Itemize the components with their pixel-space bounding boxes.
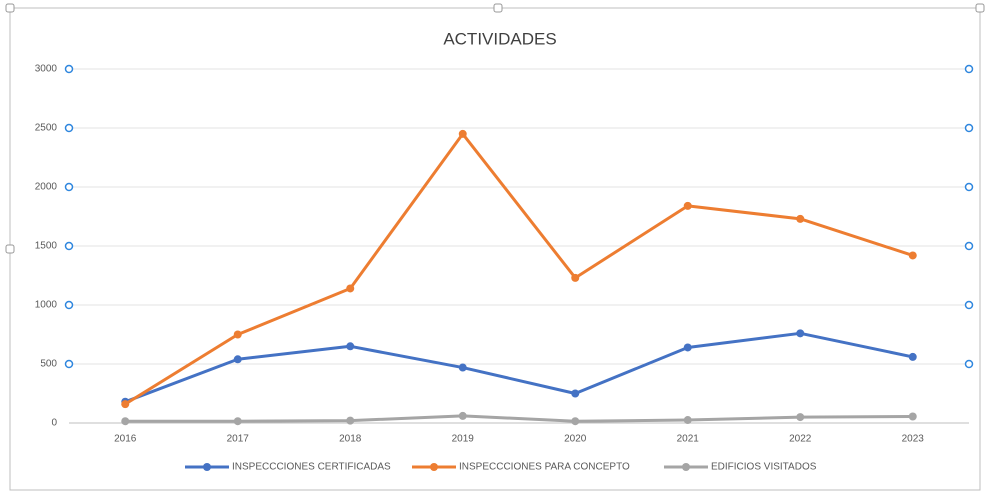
y-tick-label: 1500 [35, 241, 58, 252]
series-line [125, 414, 913, 423]
legend-label: EDIFICIOS VISITADOS [711, 462, 817, 473]
selection-handle [964, 64, 974, 74]
y-tick-label: 500 [40, 359, 57, 370]
data-point [796, 329, 805, 338]
handle[interactable] [975, 3, 985, 13]
y-tick-label: 2500 [35, 123, 58, 134]
series-line [124, 132, 914, 406]
handle[interactable] [493, 3, 503, 13]
series-line [124, 331, 914, 404]
selection-handle [64, 300, 74, 310]
data-point [683, 201, 692, 210]
data-point [458, 129, 467, 138]
legend-label: INSPECCCIONES CERTIFICADAS [232, 462, 391, 473]
data-point [121, 417, 130, 426]
x-tick-label: 2017 [227, 434, 250, 445]
data-point [908, 352, 917, 361]
legend-marker [682, 463, 690, 471]
x-tick-label: 2019 [452, 434, 475, 445]
x-tick-label: 2018 [339, 434, 362, 445]
legend-marker [430, 463, 438, 471]
legend-marker [203, 463, 211, 471]
legend-label: INSPECCCIONES PARA CONCEPTO [459, 462, 630, 473]
x-tick-label: 2016 [114, 434, 137, 445]
data-point [346, 416, 355, 425]
data-point [233, 417, 242, 426]
x-tick-label: 2022 [789, 434, 812, 445]
selection-handle [64, 64, 74, 74]
y-tick-label: 3000 [35, 64, 58, 75]
chart-title: ACTIVIDADES [443, 29, 556, 48]
selection-handle [64, 359, 74, 369]
x-tick-label: 2021 [677, 434, 700, 445]
selection-handle [964, 123, 974, 133]
y-tick-label: 1000 [35, 300, 58, 311]
data-point [908, 251, 917, 260]
selection-handle [964, 241, 974, 251]
x-tick-label: 2023 [902, 434, 925, 445]
data-point [346, 342, 355, 351]
data-point [796, 214, 805, 223]
y-tick-label: 2000 [35, 182, 58, 193]
data-point [233, 330, 242, 339]
selection-handle [964, 300, 974, 310]
data-point [683, 343, 692, 352]
selection-handle [64, 241, 74, 251]
selection-handle [964, 182, 974, 192]
data-point [458, 411, 467, 420]
data-point [346, 284, 355, 293]
handle[interactable] [5, 3, 15, 13]
x-tick-label: 2020 [564, 434, 587, 445]
data-point [458, 363, 467, 372]
data-point [571, 389, 580, 398]
chart-frame [9, 7, 981, 491]
data-point [571, 417, 580, 426]
data-point [571, 273, 580, 282]
selection-handle [964, 359, 974, 369]
data-point [796, 413, 805, 422]
data-point [683, 416, 692, 425]
data-point [233, 355, 242, 364]
data-point [908, 412, 917, 421]
data-point [121, 400, 130, 409]
handle[interactable] [5, 244, 15, 254]
selection-handle [64, 182, 74, 192]
y-tick-label: 0 [51, 418, 57, 429]
selection-handle [64, 123, 74, 133]
